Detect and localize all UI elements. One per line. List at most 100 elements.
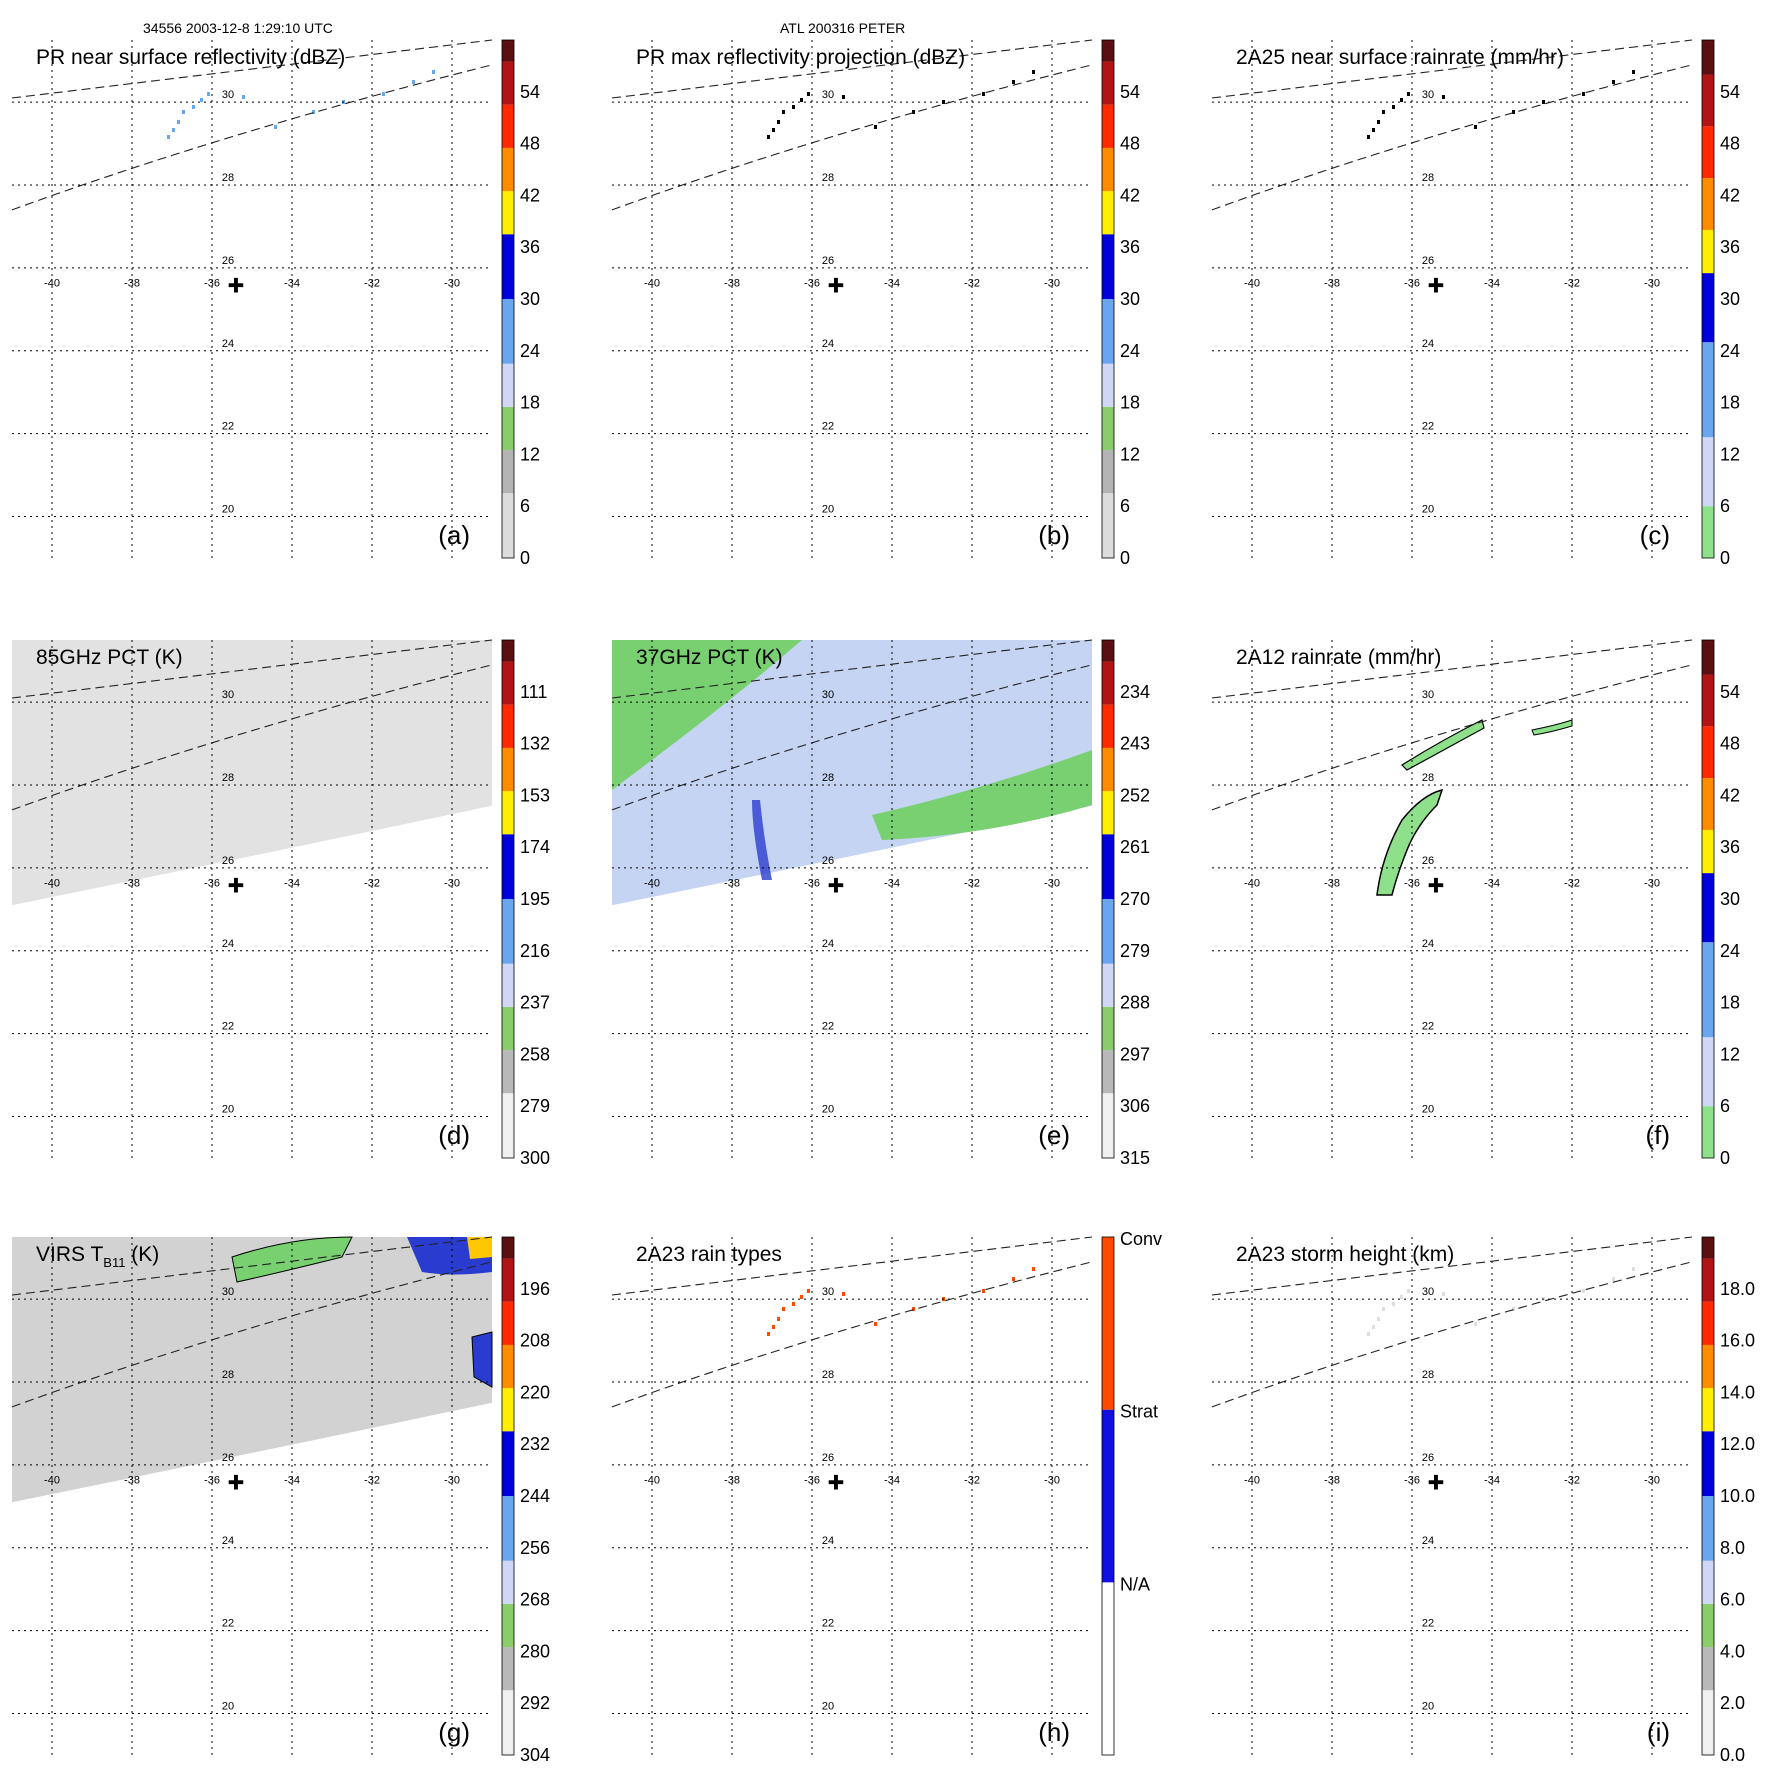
lat-tick-label: 30 [222,689,234,701]
lat-tick-label: 20 [222,1104,234,1116]
lon-tick-label: -34 [284,1475,300,1487]
lat-tick-label: 30 [822,1286,834,1298]
panel-label: (e) [1038,1120,1070,1150]
lon-tick-label: -30 [444,278,460,290]
colorbar-tick-label: 6 [1120,496,1130,516]
colorbar-segment [1702,1603,1714,1648]
lat-tick-label: 22 [1422,1021,1434,1033]
echo-pixel [767,1332,770,1336]
lon-tick-label: -30 [444,1475,460,1487]
colorbar-segment [1102,640,1114,662]
colorbar-segment [1702,74,1714,127]
colorbar-segment [1102,406,1114,451]
panel-title: PR max reflectivity projection (dBZ) [636,46,965,69]
lat-tick-label: 20 [822,1104,834,1116]
cold-cloud [471,1331,493,1388]
lon-tick-label: -36 [804,878,820,890]
echo-pixel [777,120,780,124]
panel-label: (a) [438,520,470,550]
title-part: 37GHz PCT (K) [636,646,783,669]
lat-tick-label: 24 [822,1535,834,1547]
lat-tick-label: 26 [222,1452,234,1464]
echo-pixel [1612,80,1615,84]
colorbar-tick-label: 280 [520,1641,550,1661]
lon-tick-label: -32 [364,1475,380,1487]
colorbar-tick-label: 306 [1120,1096,1150,1116]
storm-info: ATL 200316 PETER [780,20,906,36]
colorbar-segment [502,1237,514,1259]
colorbar-frame [1701,639,1715,1159]
colorbar-tick-label: 292 [520,1693,550,1713]
colorbar-tick-label: 132 [520,734,550,754]
colorbar-segment [1102,104,1114,148]
lon-tick-label: -30 [1044,878,1060,890]
echo-pixel [874,1322,877,1326]
lon-tick-label: -30 [1644,878,1660,890]
colorbar-segment [502,1496,514,1561]
colorbar-segment [502,1258,514,1302]
lat-tick-label: 22 [1422,1618,1434,1630]
colorbar-tick-label: 54 [1720,682,1740,702]
lon-tick-label: -40 [44,878,60,890]
lat-tick-label: 20 [222,1701,234,1713]
lon-tick-label: -38 [1324,278,1340,290]
echo-pixel [1407,92,1410,96]
colorbar-tick-label: 0 [520,548,530,568]
lon-tick-label: -36 [204,1475,220,1487]
colorbar-segment [502,1301,514,1345]
panel-title: PR near surface reflectivity (dBZ) [36,46,345,69]
colorbar-tick-label: 279 [520,1096,550,1116]
colorbar-segment [502,899,514,964]
colorbar-tick-label: 42 [1120,185,1140,205]
echo-pixel [200,98,203,102]
swath-edge [1211,664,1693,811]
colorbar-segment [502,661,514,705]
lat-tick-label: 26 [1422,1452,1434,1464]
echo-pixel [777,1317,780,1321]
panel-label: (d) [438,1120,470,1150]
lon-tick-label: -34 [284,878,300,890]
colorbar-segment [1102,191,1114,235]
lon-tick-label: -30 [1044,278,1060,290]
swath-edge [11,64,493,211]
lon-tick-label: -32 [1564,1475,1580,1487]
colorbar-segment [1102,1237,1114,1410]
colorbar-segment [1702,1344,1714,1389]
colorbar-tick-label: 288 [1120,993,1150,1013]
echo-pixel [1474,125,1477,129]
swath-fill [12,640,492,906]
echo-pixel [1512,110,1515,114]
echo-pixel [782,1307,785,1311]
panel-label: (b) [1038,520,1070,550]
colorbar-segment [1102,40,1114,62]
colorbar-segment [1702,1690,1714,1755]
colorbar-segment [502,1560,514,1604]
colorbar: 54 48 42 36 30 24 18 12 6 0 [501,39,540,568]
colorbar-tick-label: N/A [1120,1574,1150,1594]
lon-tick-label: -32 [964,278,980,290]
title-part: 2A23 rain types [636,1243,782,1266]
colorbar-tick-label: 30 [520,289,540,309]
echo-pixel [782,110,785,114]
echo-pixel [842,1292,845,1296]
lon-tick-label: -38 [724,278,740,290]
echo-pixel [1400,1295,1403,1299]
colorbar-segment [1102,704,1114,748]
lat-tick-label: 26 [822,1452,834,1464]
colorbar-segment [1702,829,1714,874]
colorbar-segment [502,1388,514,1432]
title-part: 2A12 rainrate (mm/hr) [1236,646,1441,669]
panel-h: -40 -38 -36 -34 -32 -30 30 28 26 24 22 20 ✚ 2A23 rain… [611,1229,1162,1756]
lon-tick-label: -38 [1324,1475,1340,1487]
echo-pixel [807,92,810,96]
colorbar-segment [502,191,514,235]
echo-pixel [982,92,985,96]
rain-band [1531,719,1573,736]
lon-tick-label: -30 [444,878,460,890]
echo-pixel [912,110,915,114]
lat-tick-label: 26 [222,255,234,267]
swath-edge [11,39,493,99]
storm-center-marker: ✚ [228,275,245,297]
colorbar-frame [1101,39,1115,559]
colorbar-segment [1102,1050,1114,1094]
